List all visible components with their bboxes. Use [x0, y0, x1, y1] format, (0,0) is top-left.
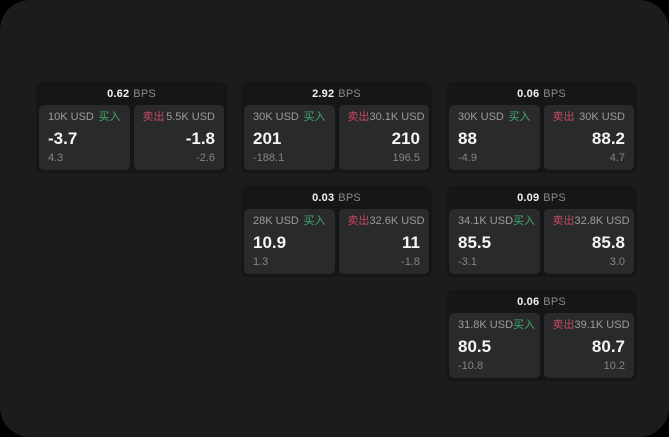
bps-header: 0.09 BPS [449, 186, 634, 209]
sell-tag: 卖出 [347, 215, 370, 227]
sell-panel[interactable]: 卖出 32.8K USD 85.8 3.0 [543, 209, 634, 274]
quote-card[interactable]: 0.03 BPS 28K USD 买入 10.9 1.3 卖出 32.6K US… [241, 186, 432, 277]
buy-amount: 10K USD [48, 111, 94, 123]
sell-tag: 卖出 [142, 111, 165, 123]
quote-card[interactable]: 2.92 BPS 30K USD 买入 201 -188.1 卖出 30.1K … [241, 82, 432, 173]
quote-grid: 0.62 BPS 10K USD 买入 -3.7 4.3 卖出 5.5K USD [36, 82, 637, 381]
buy-price: 201 [253, 128, 282, 148]
sell-change: 4.7 [609, 152, 625, 164]
quote-card-body: 30K USD 买入 88 -4.9 卖出 30K USD 88.2 4.7 [449, 105, 634, 170]
sell-panel[interactable]: 卖出 30K USD 88.2 4.7 [543, 105, 634, 170]
buy-price: -3.7 [48, 128, 78, 148]
buy-panel[interactable]: 34.1K USD 买入 85.5 -3.1 [449, 209, 540, 274]
bps-unit: BPS [338, 191, 361, 204]
buy-change: -4.9 [458, 152, 477, 164]
bps-header: 0.06 BPS [449, 290, 634, 313]
buy-change: -10.8 [458, 360, 484, 372]
sell-amount: 30K USD [579, 111, 625, 123]
sell-change: 10.2 [603, 360, 625, 372]
bps-unit: BPS [543, 87, 566, 100]
sell-amount: 32.8K USD [574, 215, 630, 227]
buy-tag: 买入 [508, 111, 531, 123]
buy-change: -188.1 [253, 152, 285, 164]
bps-unit: BPS [338, 87, 361, 100]
buy-tag: 买入 [513, 215, 536, 227]
sell-price: -1.8 [185, 128, 215, 148]
sell-amount: 5.5K USD [166, 111, 215, 123]
bps-value: 0.03 [312, 191, 335, 204]
sell-price: 210 [391, 128, 420, 148]
sell-price: 88.2 [591, 128, 625, 148]
buy-amount: 30K USD [458, 111, 504, 123]
sell-panel[interactable]: 卖出 32.6K USD 11 -1.8 [338, 209, 429, 274]
buy-change: -3.1 [458, 256, 477, 268]
bps-header: 0.62 BPS [39, 82, 224, 105]
bps-header: 0.06 BPS [449, 82, 634, 105]
sell-amount: 32.6K USD [369, 215, 425, 227]
buy-panel[interactable]: 30K USD 买入 201 -188.1 [244, 105, 335, 170]
sell-change: -2.6 [196, 152, 215, 164]
buy-tag: 买入 [303, 111, 326, 123]
quote-card-body: 28K USD 买入 10.9 1.3 卖出 32.6K USD 11 -1.8 [244, 209, 429, 274]
bps-header: 0.03 BPS [244, 186, 429, 209]
bps-value: 0.62 [107, 87, 130, 100]
quote-card[interactable]: 0.62 BPS 10K USD 买入 -3.7 4.3 卖出 5.5K USD [36, 82, 227, 173]
bps-unit: BPS [133, 87, 156, 100]
sell-tag: 卖出 [347, 111, 370, 123]
buy-price: 10.9 [253, 232, 287, 252]
sell-tag: 卖出 [552, 111, 575, 123]
buy-tag: 买入 [303, 215, 326, 227]
sell-amount: 30.1K USD [369, 111, 425, 123]
buy-tag: 买入 [98, 111, 121, 123]
buy-amount: 28K USD [253, 215, 299, 227]
sell-price: 80.7 [591, 336, 625, 356]
buy-change: 1.3 [253, 256, 269, 268]
quote-card-body: 10K USD 买入 -3.7 4.3 卖出 5.5K USD -1.8 -2.… [39, 105, 224, 170]
buy-amount: 34.1K USD [458, 215, 514, 227]
bps-unit: BPS [543, 191, 566, 204]
quote-card-body: 31.8K USD 买入 80.5 -10.8 卖出 39.1K USD 80.… [449, 313, 634, 378]
buy-price: 88 [458, 128, 477, 148]
quote-card[interactable]: 0.06 BPS 31.8K USD 买入 80.5 -10.8 卖出 39.1… [446, 290, 637, 381]
quote-card[interactable]: 0.06 BPS 30K USD 买入 88 -4.9 卖出 30K USD [446, 82, 637, 173]
buy-panel[interactable]: 28K USD 买入 10.9 1.3 [244, 209, 335, 274]
bps-value: 0.06 [517, 295, 540, 308]
sell-panel[interactable]: 卖出 30.1K USD 210 196.5 [338, 105, 429, 170]
buy-panel[interactable]: 30K USD 买入 88 -4.9 [449, 105, 540, 170]
buy-tag: 买入 [513, 319, 536, 331]
buy-amount: 30K USD [253, 111, 299, 123]
quote-card-body: 34.1K USD 买入 85.5 -3.1 卖出 32.8K USD 85.8… [449, 209, 634, 274]
sell-panel[interactable]: 卖出 39.1K USD 80.7 10.2 [543, 313, 634, 378]
bps-value: 2.92 [312, 87, 335, 100]
bps-header: 2.92 BPS [244, 82, 429, 105]
sell-price: 11 [402, 232, 420, 252]
sell-panel[interactable]: 卖出 5.5K USD -1.8 -2.6 [133, 105, 224, 170]
sell-change: 3.0 [609, 256, 625, 268]
buy-amount: 31.8K USD [458, 319, 514, 331]
buy-price: 85.5 [458, 232, 492, 252]
quote-card[interactable]: 0.09 BPS 34.1K USD 买入 85.5 -3.1 卖出 32.8K… [446, 186, 637, 277]
sell-change: 196.5 [392, 152, 420, 164]
sell-change: -1.8 [401, 256, 420, 268]
bps-value: 0.06 [517, 87, 540, 100]
buy-panel[interactable]: 10K USD 买入 -3.7 4.3 [39, 105, 130, 170]
buy-panel[interactable]: 31.8K USD 买入 80.5 -10.8 [449, 313, 540, 378]
bps-unit: BPS [543, 295, 566, 308]
sell-price: 85.8 [591, 232, 625, 252]
sell-tag: 卖出 [552, 215, 575, 227]
buy-price: 80.5 [458, 336, 492, 356]
sell-amount: 39.1K USD [574, 319, 630, 331]
bps-value: 0.09 [517, 191, 540, 204]
quote-card-body: 30K USD 买入 201 -188.1 卖出 30.1K USD 210 1… [244, 105, 429, 170]
buy-change: 4.3 [48, 152, 64, 164]
sell-tag: 卖出 [552, 319, 575, 331]
